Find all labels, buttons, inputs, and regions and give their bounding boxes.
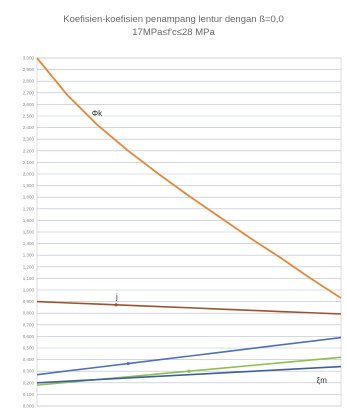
series-line-1	[36, 57, 342, 299]
y-tick-label: 1,100	[23, 276, 35, 281]
y-tick-label: 0,600	[23, 334, 35, 339]
chart-title-line1: Koefisien-koefisien penampang lentur den…	[63, 14, 284, 25]
y-tick-label: 1,800	[23, 195, 35, 200]
y-tick-label: 2,200	[23, 148, 35, 153]
series-line-3	[36, 336, 342, 376]
y-tick-label: 2,300	[23, 137, 35, 142]
y-tick-label: 2,800	[23, 79, 35, 84]
y-tick-label: 0,500	[23, 346, 35, 351]
y-tick-label: 2,500	[23, 114, 35, 119]
series-marker	[187, 369, 191, 373]
y-tick-label: 2,600	[23, 102, 35, 107]
y-tick-label: 0,900	[23, 299, 35, 304]
y-tick-label: 0,300	[23, 369, 35, 374]
y-tick-label: 0,800	[23, 311, 35, 316]
y-tick-label: 1,400	[23, 241, 35, 246]
y-tick-label: 0,100	[23, 392, 35, 397]
series-marker	[114, 303, 118, 307]
y-tick-label: 1,600	[23, 218, 35, 223]
y-tick-label: 2,100	[23, 160, 35, 165]
y-tick-label: 1,000	[23, 288, 35, 293]
y-tick-label: 1,700	[23, 206, 35, 211]
y-tick-label: 1,500	[23, 230, 35, 235]
chart-title-line2: 17MPa≤f'c≤28 MPa	[132, 27, 215, 38]
y-tick-label: 2,000	[23, 172, 35, 177]
y-tick-label: 2,700	[23, 90, 35, 95]
y-tick-label: 2,400	[23, 125, 35, 130]
y-tick-label: 1,900	[23, 183, 35, 188]
y-tick-label: 0,700	[23, 322, 35, 327]
annotation-label: ξm	[317, 376, 328, 385]
y-tick-label: 2,900	[23, 67, 35, 72]
y-tick-label: 1,200	[23, 264, 35, 269]
annotation-label: Φk	[92, 109, 103, 118]
y-tick-label: 3,000	[23, 56, 35, 61]
series-marker	[126, 361, 130, 366]
annotation-label: j	[115, 292, 118, 301]
y-tick-label: 0,400	[23, 357, 35, 362]
y-tick-label: 1,300	[23, 253, 35, 258]
y-tick-label: 0,000	[23, 404, 35, 409]
series-line-2	[36, 300, 342, 315]
series-line-5	[36, 365, 342, 384]
y-tick-label: 0,200	[23, 380, 35, 385]
